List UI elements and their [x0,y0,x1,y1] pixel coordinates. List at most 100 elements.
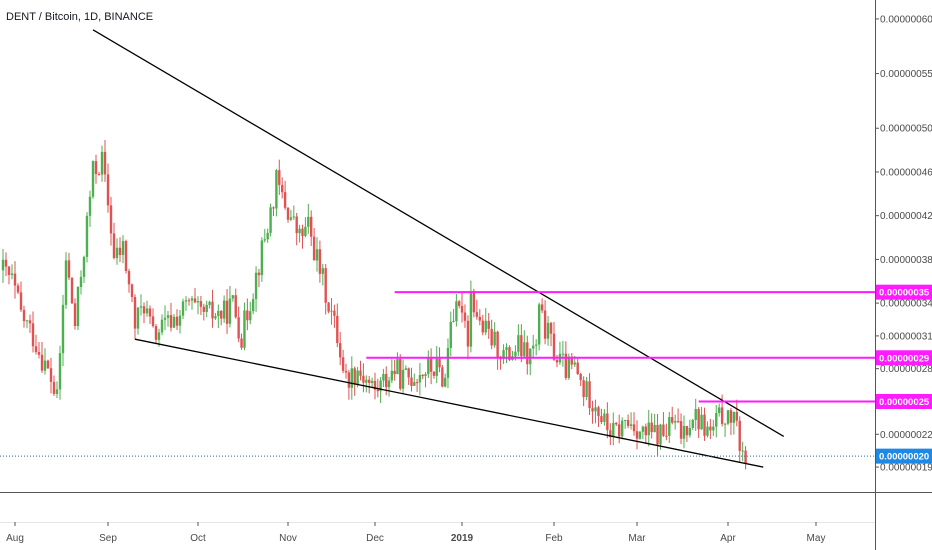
candle-body [286,207,290,220]
candle-body [682,425,686,439]
candle-body [49,368,53,382]
candle-body [58,353,62,390]
candle-body [112,233,116,259]
candle-body [514,351,517,357]
price-tags[interactable]: 0.00000035 0.00000029 0.00000025 0.00000020 [876,284,932,464]
candle-body [67,260,71,278]
candle-body [82,256,86,277]
candle-body [73,303,77,327]
trendlines [92,29,785,468]
candle-body [676,421,680,423]
candle-body [243,310,246,348]
candle-body [166,315,170,318]
candle-body [673,421,677,423]
price-tag[interactable] [876,393,932,409]
price-tick-label: 0.00000019 [880,463,932,474]
candle-body [741,450,744,452]
candle-body [671,417,674,423]
candle-body [679,421,683,439]
candle-body [240,338,243,348]
candle-body [582,380,585,397]
candle-body [307,216,310,227]
candle-body [341,357,345,371]
candle-body [490,328,493,346]
candle-body [626,419,630,426]
candle-body [623,419,627,421]
candle-body [339,343,342,358]
candle-body [350,368,353,388]
candle-body [362,375,365,383]
candle-body [133,297,137,329]
candle-body [142,306,146,314]
candle-body [263,239,266,241]
candle-body [379,380,382,392]
candle-body [37,352,41,355]
candle-body [272,207,275,209]
time-tick-label: Mar [628,533,646,544]
candle-body [160,319,164,333]
candle-body [169,315,173,328]
candle-body [709,426,712,431]
candle-body [304,226,307,237]
price-tick-label: 0.00000042 [880,211,932,222]
candle-body [310,216,313,237]
candle-body [472,291,476,313]
candle-body [7,266,11,275]
price-tag[interactable] [876,448,932,464]
candle-body [505,347,508,351]
candle-body [246,310,249,321]
candle-body [401,369,405,389]
candle-body [697,409,700,430]
candle-body [650,422,653,433]
candle-body [25,320,29,322]
candle-body [396,359,399,375]
candle-body [193,298,197,303]
candle-body [64,260,68,305]
candle-body [656,424,659,445]
candle-body [647,422,650,436]
candle-body [576,362,579,374]
candle-body [214,316,217,319]
candle-body [199,301,203,307]
candle-body [222,300,226,319]
candle-body [629,424,633,426]
chart-title: DENT / Bitcoin, 1D, BINANCE [6,11,153,23]
candle-body [301,228,304,237]
candle-body [685,425,689,436]
candle-body [499,358,502,360]
candle-body [546,322,550,339]
horizontal-levels [0,291,875,457]
candle-body [390,370,394,381]
candle-body [28,320,32,324]
candle-body [385,373,388,388]
candle-body [700,414,703,430]
time-axis-ticks: Aug Sep Oct Nov Dec 2019 Feb Mar Apr May [6,522,825,544]
candle-body [529,348,532,365]
trendline [92,29,785,438]
candle-body [644,426,648,436]
price-tag[interactable] [876,284,932,300]
candle-body [404,368,408,370]
candle-body [359,370,362,376]
candle-body [418,375,422,383]
candle-body [61,304,65,354]
candle-body [190,298,194,301]
candle-body [382,373,385,381]
candle-body [723,423,727,425]
candle-body [16,285,20,293]
candle-body [163,317,167,320]
candle-body [585,381,588,397]
candles [1,139,747,470]
candle-body [31,323,35,347]
candle-body [175,316,179,326]
candle-body [237,317,240,339]
candle-body [457,301,461,306]
candle-body [178,315,182,326]
candle-body [136,307,140,329]
candle-body [97,173,101,175]
time-tick-label: Apr [720,533,736,544]
candle-body [336,315,339,344]
price-tick-label: 0.00000038 [880,255,932,266]
price-tag[interactable] [876,350,932,366]
candle-body [145,308,149,314]
